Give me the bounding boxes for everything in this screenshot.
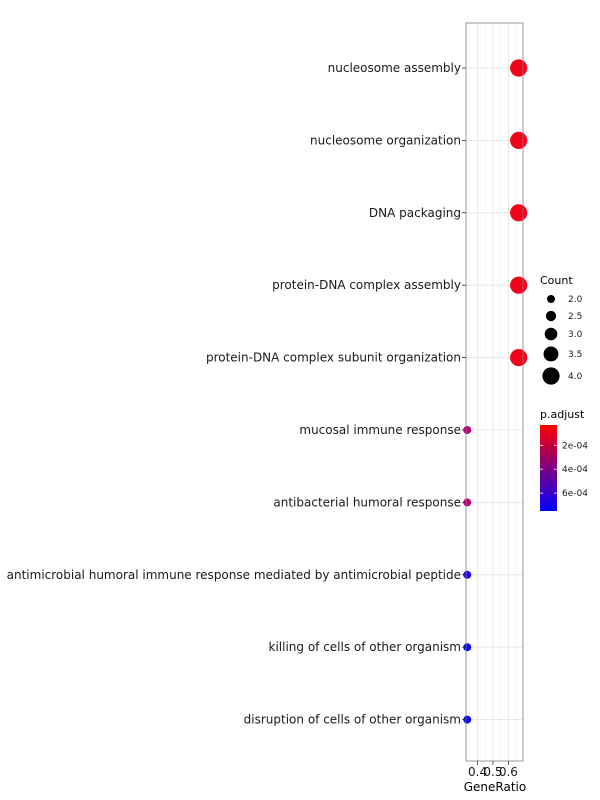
data-point bbox=[463, 643, 472, 652]
data-point bbox=[463, 570, 472, 579]
y-tick-label: killing of cells of other organism bbox=[269, 640, 462, 654]
data-point bbox=[510, 131, 528, 149]
y-tick-label: protein-DNA complex subunit organization bbox=[206, 351, 461, 365]
data-point bbox=[463, 715, 472, 724]
x-tick-label: 0.4 bbox=[468, 765, 487, 779]
p-adjust-legend-label: 6e-04 bbox=[562, 489, 588, 499]
p-adjust-legend-title: p.adjust bbox=[540, 408, 585, 421]
points-layer bbox=[463, 59, 528, 724]
count-legend-title: Count bbox=[540, 274, 573, 287]
count-legend-key bbox=[545, 310, 557, 322]
x-tick-label: 0.5 bbox=[483, 765, 502, 779]
data-point bbox=[463, 426, 472, 434]
data-point bbox=[510, 276, 528, 294]
y-tick-label: nucleosome organization bbox=[310, 133, 461, 147]
count-legend-label: 4.0 bbox=[568, 372, 583, 382]
data-point bbox=[463, 498, 472, 507]
y-tick-label: antibacterial humoral response bbox=[273, 495, 461, 509]
p-adjust-legend: p.adjust 2e-04 4e-04 6e-04 bbox=[540, 408, 588, 511]
y-tick-label: DNA packaging bbox=[369, 206, 461, 220]
y-tick-label: disruption of cells of other organism bbox=[244, 713, 461, 727]
count-legend-label: 3.0 bbox=[568, 330, 583, 340]
data-point bbox=[510, 59, 528, 77]
p-adjust-legend-label: 4e-04 bbox=[562, 465, 588, 475]
panel-grid bbox=[466, 23, 523, 761]
count-legend-label: 2.5 bbox=[568, 312, 582, 322]
y-axis-labels: nucleosome assembly nucleosome organizati… bbox=[7, 61, 466, 727]
count-legend-label: 2.0 bbox=[568, 295, 583, 305]
x-axis: 0.40.50.6 bbox=[468, 761, 518, 779]
panel-border bbox=[465, 22, 524, 762]
x-tick-label: 0.6 bbox=[499, 765, 518, 779]
p-adjust-colorbar bbox=[540, 425, 557, 511]
y-tick-label: mucosal immune response bbox=[299, 423, 461, 437]
y-tick-label: antimicrobial humoral immune response me… bbox=[7, 568, 461, 582]
count-legend-key bbox=[542, 367, 560, 385]
count-legend-key bbox=[547, 295, 555, 303]
count-legend-label: 3.5 bbox=[568, 350, 582, 360]
count-legend-key bbox=[544, 327, 558, 341]
data-point bbox=[510, 204, 528, 222]
count-legend-key bbox=[543, 346, 559, 362]
count-legend: Count 2.0 2.5 3.0 3.5 4.0 bbox=[540, 274, 583, 385]
data-point bbox=[510, 349, 528, 367]
y-tick-label: protein-DNA complex assembly bbox=[272, 278, 461, 292]
x-axis-title: GeneRatio bbox=[464, 780, 526, 794]
p-adjust-legend-label: 2e-04 bbox=[562, 441, 588, 451]
y-tick-label: nucleosome assembly bbox=[328, 61, 461, 75]
